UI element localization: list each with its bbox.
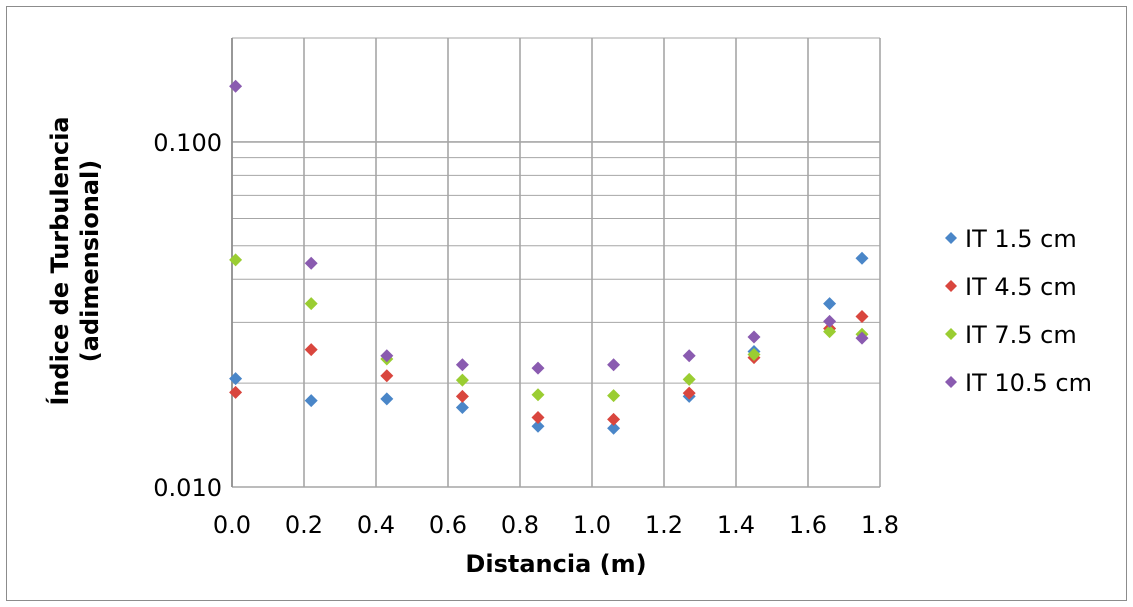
data-point	[607, 358, 621, 372]
legend-label: IT 4.5 cm	[965, 273, 1077, 301]
data-point	[304, 394, 318, 408]
data-point	[531, 388, 545, 402]
series-it-10-5-cm	[229, 79, 869, 375]
data-point	[607, 389, 621, 403]
data-point	[682, 372, 696, 386]
data-point	[747, 330, 761, 344]
data-point	[229, 253, 243, 267]
x-axis-title: Distancia (m)	[465, 550, 646, 578]
data-point	[531, 410, 545, 424]
data-point	[229, 385, 243, 399]
x-tick-label: 0.4	[357, 511, 395, 539]
data-point	[531, 419, 545, 433]
legend-label: IT 10.5 cm	[965, 369, 1092, 397]
x-tick-label: 1.0	[573, 511, 611, 539]
legend-marker	[945, 280, 957, 292]
x-tick-label: 0.2	[285, 511, 323, 539]
y-axis-title-line-2: (adimensional)	[76, 160, 104, 362]
series-it-4-5-cm	[229, 309, 869, 426]
x-tick-label: 0.8	[501, 511, 539, 539]
data-point	[823, 314, 837, 328]
data-point	[229, 79, 243, 93]
data-point	[455, 373, 469, 387]
y-tick-label: 0.100	[153, 129, 222, 157]
data-point	[304, 256, 318, 270]
data-point	[682, 386, 696, 400]
series-it-7-5-cm	[229, 253, 869, 403]
y-axis-title-line-1: Índice de Turbulencia	[45, 116, 74, 405]
x-tick-label: 1.8	[861, 511, 899, 539]
data-point	[229, 372, 243, 386]
tick-labels: 0.0 0.2 0.4 0.6 0.8 1.0 1.2 1.4 1.6 1.8 0.010 0.100	[153, 129, 899, 539]
data-point	[855, 251, 869, 265]
legend-marker	[945, 232, 957, 244]
data-point	[855, 331, 869, 345]
data-point	[380, 392, 394, 406]
legend: IT 1.5 cm IT 4.5 cm IT 7.5 cm IT 10.5 cm	[945, 225, 1092, 397]
series-it-1-5-cm	[229, 251, 869, 435]
data-points	[229, 79, 869, 435]
data-point	[304, 343, 318, 357]
data-point	[823, 297, 837, 311]
data-point	[855, 309, 869, 323]
data-point	[682, 349, 696, 363]
x-tick-label: 1.4	[717, 511, 755, 539]
x-tick-label: 1.6	[789, 511, 827, 539]
data-point	[607, 421, 621, 435]
grid	[231, 37, 881, 488]
data-point	[531, 361, 545, 375]
data-point	[304, 297, 318, 311]
y-tick-label: 0.010	[153, 474, 222, 502]
data-point	[747, 348, 761, 362]
legend-label: IT 7.5 cm	[965, 321, 1077, 349]
legend-label: IT 1.5 cm	[965, 225, 1077, 253]
legend-marker	[945, 328, 957, 340]
data-point	[823, 325, 837, 339]
x-tick-label: 0.0	[213, 511, 251, 539]
chart-frame	[6, 6, 1127, 601]
data-point	[455, 358, 469, 372]
data-point	[455, 400, 469, 414]
x-tick-label: 1.2	[645, 511, 683, 539]
x-tick-label: 0.6	[429, 511, 467, 539]
data-point	[380, 349, 394, 363]
data-point	[455, 389, 469, 403]
data-point	[607, 412, 621, 426]
data-point	[380, 369, 394, 383]
legend-marker	[945, 376, 957, 388]
